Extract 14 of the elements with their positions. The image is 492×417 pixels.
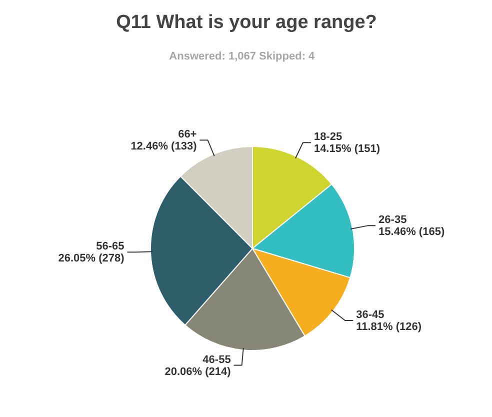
data-label: 12.46% (133) xyxy=(130,140,198,153)
chart-subtitle: Answered: 1,067 Skipped: 4 xyxy=(169,50,316,62)
slice-label: 26-35 xyxy=(378,214,407,226)
slice-label: 46-55 xyxy=(202,354,231,366)
slice-label: 18-25 xyxy=(314,131,342,144)
data-label: 14.15% (151) xyxy=(314,143,380,156)
data-label: 11.81% (126) xyxy=(356,321,422,334)
slice-label: 56-65 xyxy=(96,240,124,253)
chart-title: Q11 What is your age range? xyxy=(116,12,377,33)
slice-label: 36-45 xyxy=(356,309,384,322)
slice-label: 66+ xyxy=(178,128,197,141)
data-label: 15.46% (165) xyxy=(378,226,445,238)
data-label: 20.06% (214) xyxy=(164,366,232,378)
data-label: 26.05% (278) xyxy=(58,252,125,265)
